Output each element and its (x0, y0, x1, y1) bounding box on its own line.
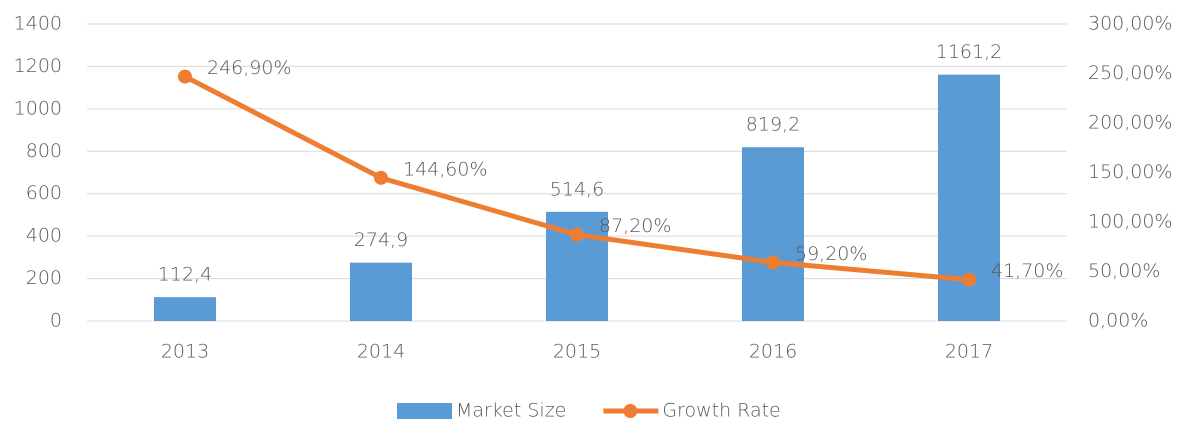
line-marker (374, 170, 388, 185)
legend-swatch (623, 404, 638, 418)
data-label: 87,20% (599, 215, 671, 237)
x-tick-label: 2017 (945, 341, 993, 363)
legend-swatch (397, 403, 452, 419)
x-tick-label: 2016 (749, 341, 797, 363)
line-marker (570, 227, 584, 242)
y-tick-label: 200 (26, 267, 62, 289)
data-label: 1161,2 (936, 41, 1002, 63)
y2-tick-label: 300,00% (1088, 13, 1173, 35)
y-tick-label: 400 (26, 225, 62, 247)
legend-label: Growth Rate (662, 400, 780, 422)
data-label: 819,2 (746, 114, 800, 136)
line-marker (766, 255, 780, 270)
bar (350, 262, 412, 321)
y2-tick-label: 200,00% (1088, 112, 1173, 134)
y2-tick-label: 0,00% (1088, 310, 1148, 332)
data-label: 112,4 (158, 264, 212, 286)
y-tick-label: 0 (50, 310, 62, 332)
data-label: 59,20% (795, 243, 867, 265)
data-label: 144,60% (403, 158, 488, 180)
bar (742, 147, 804, 321)
x-tick-label: 2014 (357, 341, 405, 363)
legend-label: Market Size (456, 400, 566, 422)
x-tick-label: 2013 (161, 341, 209, 363)
y2-tick-label: 250,00% (1088, 62, 1173, 84)
y-tick-label: 1000 (14, 97, 62, 119)
x-tick-label: 2015 (553, 341, 601, 363)
y2-tick-label: 150,00% (1088, 161, 1173, 183)
y-tick-label: 1400 (14, 13, 62, 35)
data-label: 246,90% (207, 57, 292, 79)
y-tick-label: 800 (26, 140, 62, 162)
y-tick-label: 1200 (14, 55, 62, 77)
bar (154, 297, 216, 321)
data-label: 514,6 (550, 178, 604, 200)
y2-tick-label: 50,00% (1088, 260, 1160, 282)
line-marker (178, 69, 192, 84)
y-tick-label: 600 (26, 182, 62, 204)
line-marker (962, 272, 976, 287)
y2-tick-label: 100,00% (1088, 211, 1173, 233)
data-label: 41,70% (991, 260, 1063, 282)
data-label: 274,9 (354, 229, 408, 251)
